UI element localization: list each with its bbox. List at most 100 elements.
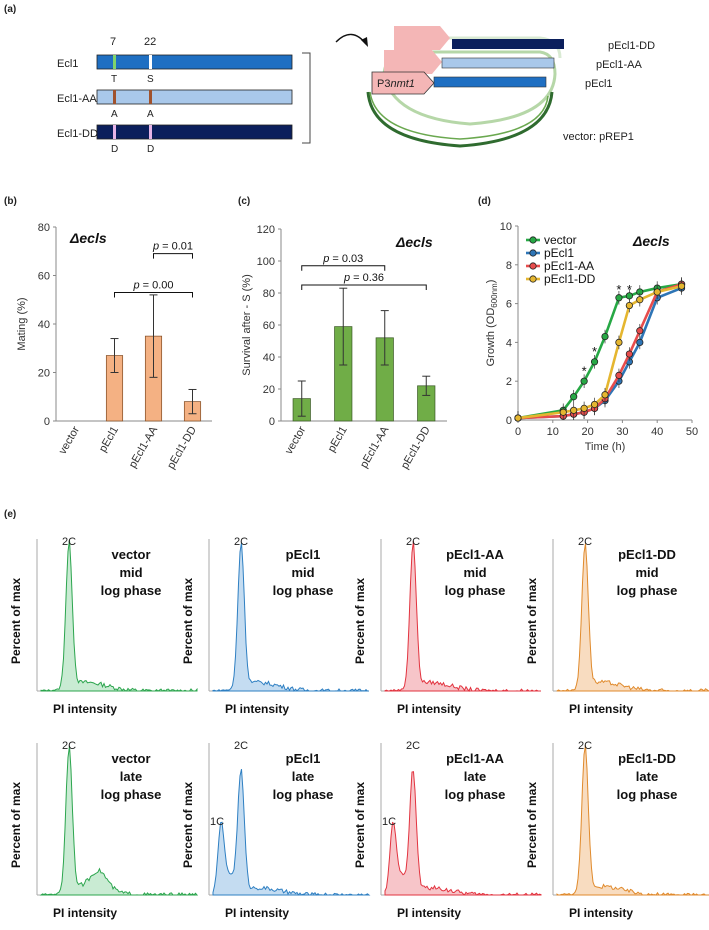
construct-bar [96, 89, 293, 105]
chart-growth: 0 2 4 6 8 10 0 10 20 30 40 50 Time (h) Growth (OD600n… [485, 221, 698, 453]
hist-x-axis-label: PI intensity [569, 906, 633, 920]
residue-mark [149, 90, 152, 104]
phase-label: log phase [445, 787, 506, 802]
y-tick-label: 80 [263, 288, 275, 300]
peak-label-1c: 1C [210, 816, 224, 828]
construct-name: Ecl1-DD [57, 128, 98, 140]
construct-ecl1: Ecl1 T S [57, 54, 293, 85]
histogram-plot: 2C pEcl1-DD mid log phase Percent of max PI i… [525, 536, 709, 716]
p-value-label: p = 0.00 [132, 279, 173, 291]
histogram-curve [39, 745, 199, 896]
histogram-plot: 2C vector mid log phase Percent of max PI int… [9, 536, 198, 716]
residue-mark [149, 125, 152, 139]
histogram-curve [384, 771, 542, 896]
chart-survival: 0 20 40 60 80 100 120 Survival after - S (%) vec… [241, 224, 447, 471]
phase-label: log phase [273, 787, 334, 802]
y-tick-label: 2 [506, 376, 512, 388]
legend-marker [529, 249, 537, 257]
chart-mating: 0 20 40 60 80 Mating (%) vector pEcl1 pEcl1-AA pE… [16, 222, 212, 471]
y-tick-label: 120 [257, 224, 275, 236]
hist-y-axis-label: Percent of max [9, 782, 23, 868]
y-axis-label: Survival after - S (%) [241, 274, 253, 375]
promoter-label: P3nmt1 [377, 78, 415, 90]
significance-star: * [627, 282, 632, 297]
y-tick-label: 40 [263, 352, 275, 364]
hist-y-axis-label: Percent of max [181, 578, 195, 664]
x-tick-label: pEcl1-AA [358, 424, 392, 470]
phase-label: log phase [273, 583, 334, 598]
residue-letter: D [147, 144, 154, 155]
significance-bracket [153, 253, 193, 259]
insert-bar-dd [452, 39, 564, 49]
sample-label: pEcl1-AA [446, 547, 504, 562]
hist-x-axis-label: PI intensity [53, 702, 117, 716]
histogram-curve [556, 543, 709, 692]
x-tick-label: 40 [651, 426, 663, 438]
data-point [570, 393, 578, 401]
panel-label-c: (c) [238, 196, 250, 207]
hist-x-axis-label: PI intensity [225, 906, 289, 920]
phase-label: log phase [101, 787, 162, 802]
data-point [653, 288, 661, 296]
peak-label-2c: 2C [578, 740, 592, 752]
y-tick-label: 60 [263, 320, 275, 332]
data-point [636, 296, 644, 304]
data-point [615, 371, 623, 379]
histogram-curve [40, 539, 198, 692]
residue-mark [113, 125, 116, 139]
residue-mark [113, 55, 116, 69]
panel-label-d: (d) [478, 196, 491, 207]
position-label-7: 7 [110, 36, 116, 48]
construct-ecl1-dd: Ecl1-DD D D [57, 124, 293, 155]
y-label-sub: 600nm [490, 283, 499, 308]
y-tick-label: 8 [506, 260, 512, 272]
data-point [677, 282, 686, 290]
phase-label: mid [463, 565, 486, 580]
phase-label: mid [119, 565, 142, 580]
peak-label-2c: 2C [578, 536, 592, 548]
significance-star: * [616, 282, 621, 297]
significance-star: * [582, 364, 587, 379]
y-tick-label: 40 [38, 319, 50, 331]
y-tick-label: 20 [263, 384, 275, 396]
hist-y-axis-label: Percent of max [353, 578, 367, 664]
sample-label: pEcl1-DD [618, 547, 676, 562]
phase-label: log phase [445, 583, 506, 598]
y-axis-label: Growth (OD600nm) [485, 280, 499, 367]
insert-arrow [335, 33, 367, 45]
legend-label: pEcl1-AA [544, 259, 594, 273]
significance-bracket [301, 284, 427, 290]
histogram-plot: 2C pEcl1-DD late log phase Percent of max PI … [525, 740, 709, 920]
y-label-main: Growth (OD [485, 308, 497, 367]
data-point [590, 400, 599, 409]
peak-label-1c: 1C [382, 816, 396, 828]
y-tick-label: 80 [38, 222, 50, 234]
significance-bracket [114, 291, 193, 298]
hist-y-axis-label: Percent of max [181, 782, 195, 868]
construct-name: Ecl1-AA [57, 93, 97, 105]
panel-label-a: (a) [4, 4, 16, 15]
panel-label-b: (b) [4, 196, 17, 207]
panel-e-histograms: 2C vector mid log phase Percent of max PI int… [9, 536, 709, 920]
genotype-label: Δecls [395, 234, 433, 250]
significance-star: * [592, 344, 597, 359]
p-value-label: p = 0.01 [152, 241, 193, 253]
position-label-22: 22 [144, 36, 156, 48]
x-tick-label: 20 [581, 426, 593, 438]
phase-label: late [636, 769, 658, 784]
peak-label-2c: 2C [234, 740, 248, 752]
x-tick-label: vector [57, 424, 83, 456]
insert-bar-aa [441, 57, 555, 69]
hist-x-axis-label: PI intensity [569, 702, 633, 716]
residue-letter: S [147, 74, 154, 85]
histogram-curve [212, 768, 371, 896]
residue-mark [149, 55, 152, 69]
significance-bracket [301, 265, 386, 271]
y-tick-label: 0 [44, 416, 50, 428]
y-tick-label: 4 [506, 337, 512, 349]
plasmid-ring-front-inner [369, 91, 549, 140]
y-tick-label: 0 [269, 416, 275, 428]
histogram-plot: 2C 1C pEcl1 late log phase Percent of max PI i… [181, 740, 371, 920]
y-tick-label: 100 [257, 256, 275, 268]
phase-label: log phase [101, 583, 162, 598]
